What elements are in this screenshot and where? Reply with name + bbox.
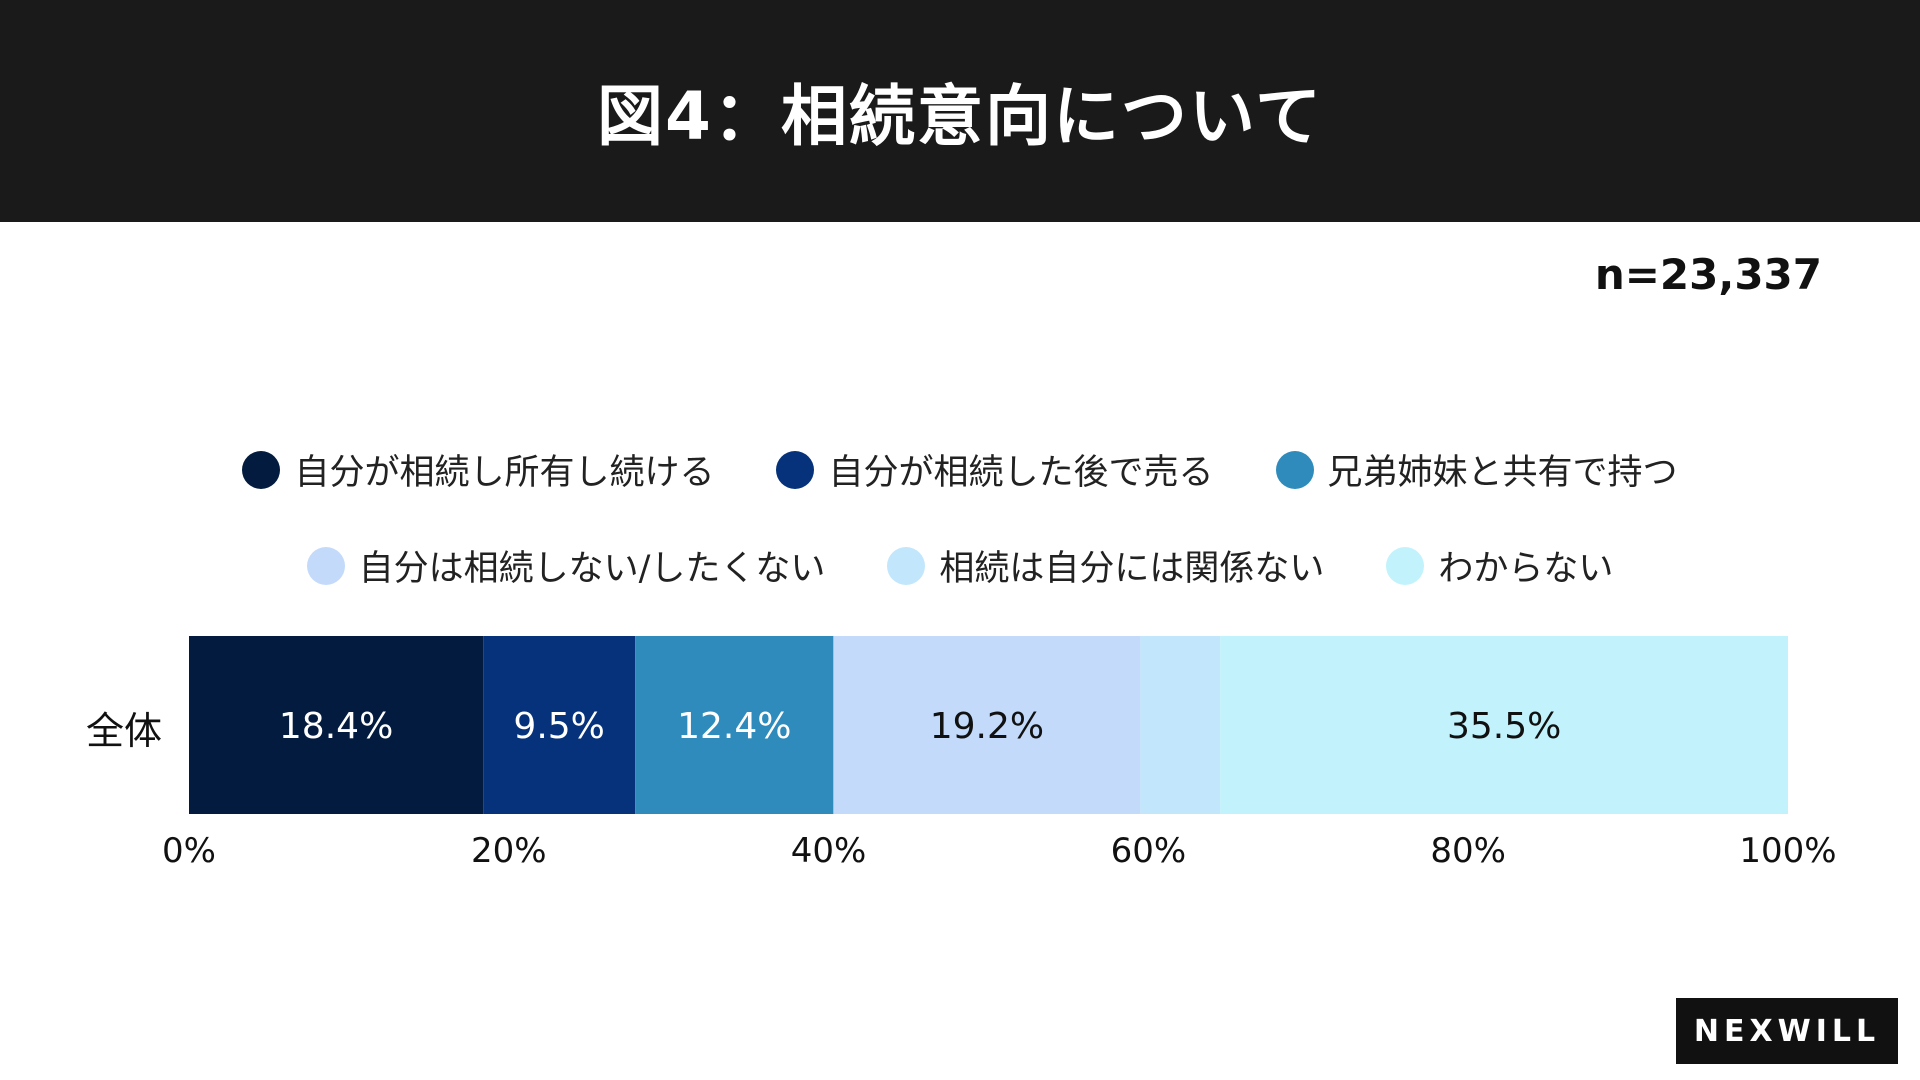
x-tick-label-2: 40% — [791, 831, 867, 871]
bar-segment-2 — [483, 636, 636, 814]
bar-segment-3 — [635, 636, 834, 814]
legend-swatch-not-relevant — [887, 546, 926, 585]
chart-title: 図4：相続意向について — [597, 78, 1323, 155]
x-tick-label-0: 0% — [162, 831, 216, 871]
legend-item-keep: 自分が相続し所有し続ける — [242, 444, 714, 495]
data-label-6: 35.5% — [1447, 706, 1561, 747]
data-label-3: 12.4% — [677, 706, 791, 747]
legend-label-sell: 自分が相続した後で売る — [828, 453, 1214, 493]
bar-segment-6 — [1220, 636, 1788, 814]
sample-size-label: n=23,337 — [1594, 250, 1822, 299]
legend-swatch-unknown — [1386, 546, 1425, 585]
x-tick-label-1: 20% — [471, 831, 547, 871]
legend-label-not-relevant: 相続は自分には関係ない — [939, 549, 1325, 589]
x-tick-label-4: 80% — [1430, 831, 1506, 871]
legend-label-keep: 自分が相続し所有し続ける — [294, 453, 715, 493]
nexwill-logo: NEXWILL — [1676, 998, 1898, 1064]
legend-label-share: 兄弟姉妹と共有で持つ — [1327, 453, 1678, 493]
data-label-2: 9.5% — [513, 706, 604, 747]
bar-segment-1 — [189, 636, 484, 814]
legend-row-1: 自分が相続し所有し続ける 自分が相続した後で売る 兄弟姉妹と共有で持つ — [0, 444, 1920, 495]
legend-swatch-not-inherit — [306, 546, 345, 585]
legend-swatch-share — [1275, 450, 1314, 489]
legend-item-not-inherit: 自分は相続しない/したくない — [306, 540, 826, 591]
data-label-4: 19.2% — [930, 706, 1044, 747]
legend-item-share: 兄弟姉妹と共有で持つ — [1275, 444, 1678, 495]
legend-item-sell: 自分が相続した後で売る — [776, 444, 1214, 495]
legend-item-unknown: わからない — [1386, 540, 1613, 591]
legend-label-not-inherit: 自分は相続しない/したくない — [358, 549, 826, 589]
bar-segment-4 — [833, 636, 1141, 814]
legend-label-unknown: わからない — [1438, 549, 1614, 589]
bar-segment-5 — [1140, 636, 1221, 814]
legend-row-2: 自分は相続しない/したくない 相続は自分には関係ない わからない — [0, 540, 1920, 591]
legend-swatch-keep — [242, 450, 281, 489]
x-tick-label-3: 60% — [1111, 831, 1187, 871]
x-tick-label-5: 100% — [1739, 831, 1836, 871]
legend-item-not-relevant: 相続は自分には関係ない — [887, 540, 1324, 591]
legend-swatch-sell — [776, 450, 815, 489]
data-label-1: 18.4% — [279, 706, 393, 747]
category-label: 全体 — [86, 709, 163, 753]
header-bar: 図4：相続意向について — [0, 0, 1920, 222]
logo-text: NEXWILL — [1693, 1013, 1881, 1049]
